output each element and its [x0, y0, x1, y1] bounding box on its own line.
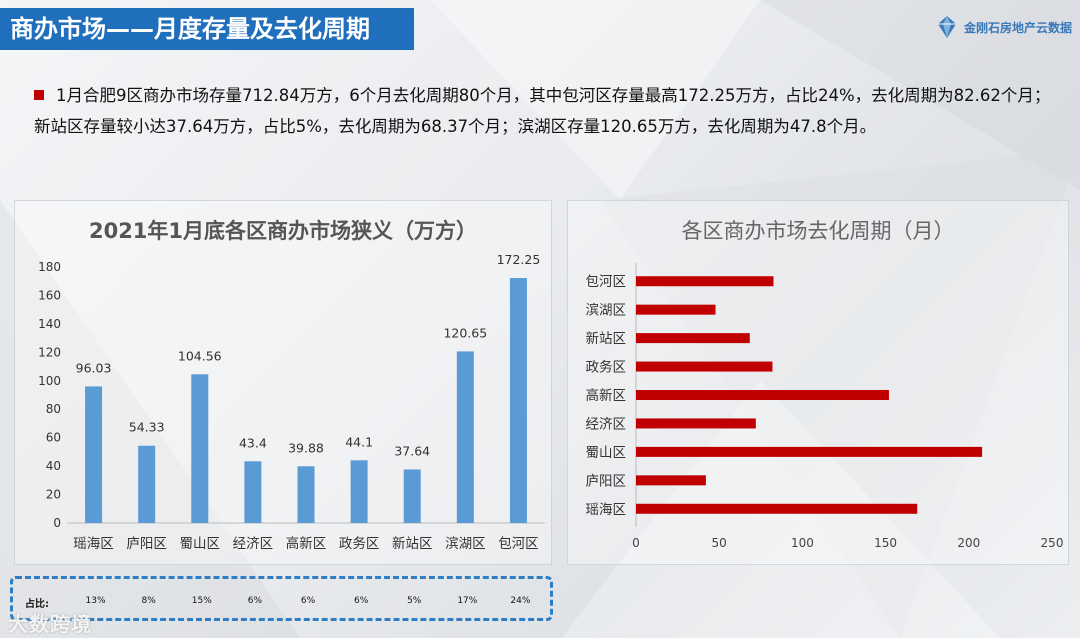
y-tick-label: 40: [46, 459, 61, 473]
logo-text: 金刚石房地产云数据: [963, 20, 1072, 35]
bar-value-label: 37.64: [394, 443, 430, 458]
bar: [297, 466, 315, 523]
hbar: [636, 304, 716, 315]
stock-chart-panel: 2021年1月底各区商办市场狭义（万方） 0 20 40 60 80 100 120 140 1…: [14, 200, 552, 565]
bar: [350, 460, 368, 523]
x-tick-label: 100: [791, 536, 814, 550]
bar: [244, 461, 262, 523]
percentage-value: 6%: [247, 596, 263, 606]
percentage-value: 24%: [510, 596, 531, 606]
bar: [85, 386, 103, 523]
x-tick-label: 新站区: [392, 536, 433, 552]
x-tick-label: 200: [957, 536, 980, 550]
y-tick-label: 滨湖区: [586, 303, 627, 319]
percentage-value: 17%: [457, 596, 478, 606]
percentage-value: 15%: [191, 596, 212, 606]
y-tick-label: 20: [46, 488, 61, 502]
cycle-chart-panel: 各区商办市场去化周期（月） 0 50 100 150 200 250 包河区滨湖区新站区政务…: [567, 200, 1069, 565]
percentage-value: 6%: [300, 596, 316, 606]
y-tick-label: 包河区: [586, 274, 627, 290]
bar: [509, 278, 527, 523]
x-tick-label: 庐阳区: [126, 536, 167, 552]
x-tick-label: 包河区: [498, 536, 539, 552]
percentage-value: 8%: [141, 596, 156, 606]
y-tick-label: 100: [38, 374, 61, 388]
watermark: 大数跨境: [8, 608, 92, 637]
x-tick-label: 蜀山区: [180, 536, 221, 552]
x-tick-label: 瑶海区: [73, 536, 114, 552]
y-tick-label: 瑶海区: [586, 502, 627, 518]
bar: [403, 469, 421, 523]
x-tick-label: 50: [712, 536, 727, 550]
bar-value-label: 44.1: [345, 434, 373, 449]
watermark-text: 大数跨境: [8, 612, 92, 636]
y-tick-label: 经济区: [586, 416, 627, 432]
x-tick-label: 150: [874, 536, 897, 550]
page-title: 商办市场——月度存量及去化周期: [0, 8, 414, 50]
percentage-value: 6%: [353, 596, 369, 606]
x-tick-label: 0: [632, 536, 640, 550]
bar-value-label: 96.03: [76, 360, 112, 375]
percentage-value: 5%: [407, 596, 422, 606]
y-tick-label: 新站区: [586, 331, 627, 347]
bar: [191, 374, 209, 523]
bullet-square-icon: [34, 90, 44, 100]
y-tick-label: 120: [38, 345, 61, 359]
y-tick-label: 0: [53, 516, 61, 530]
bar: [138, 445, 156, 523]
cycle-hbar-chart: 0 50 100 150 200 250 包河区滨湖区新站区政务区高新区经济区蜀山区庐阳区瑶…: [586, 263, 1064, 550]
bar-value-label: 43.4: [239, 435, 267, 450]
hbar: [636, 475, 706, 486]
y-tick-label: 180: [38, 260, 61, 274]
bar-value-label: 39.88: [288, 440, 324, 455]
percentage-row: 占比: 13% 8% 15% 6% 6% 6% 5% 17% 24%: [10, 576, 553, 621]
percentage-label: 占比:: [25, 599, 49, 610]
x-tick-label: 经济区: [233, 536, 274, 552]
hbar: [636, 503, 918, 514]
hbar: [636, 390, 889, 400]
y-tick-label: 160: [38, 288, 61, 302]
stock-bar-chart: 0 20 40 60 80 100 120 140 160 180 96.03 瑶海区 54.33 庐阳区…: [38, 252, 545, 552]
stock-chart-title: 2021年1月底各区商办市场狭义（万方）: [88, 219, 478, 243]
y-tick-label: 80: [46, 402, 61, 416]
x-tick-label: 高新区: [286, 535, 327, 552]
bar: [456, 351, 474, 523]
bar-value-label: 172.25: [497, 252, 541, 267]
x-tick-label: 250: [1041, 536, 1064, 550]
y-tick-label: 高新区: [586, 387, 627, 404]
hbar: [636, 418, 756, 429]
hbar: [636, 361, 773, 372]
hbar: [636, 446, 983, 457]
percentage-value: 13%: [85, 596, 106, 606]
cycle-chart-title: 各区商办市场去化周期（月）: [681, 219, 955, 243]
y-tick-label: 庐阳区: [586, 473, 627, 489]
bar-value-label: 120.65: [443, 325, 487, 340]
y-tick-label: 60: [46, 431, 61, 445]
brand-logo: 金刚石房地产云数据: [934, 14, 1072, 40]
summary-text: 1月合肥9区商办市场存量712.84万方，6个月去化周期80个月，其中包河区存量…: [34, 86, 1051, 136]
summary-paragraph: 1月合肥9区商办市场存量712.84万方，6个月去化周期80个月，其中包河区存量…: [34, 80, 1054, 142]
x-tick-label: 滨湖区: [445, 536, 486, 552]
hbar: [636, 276, 774, 287]
bar-value-label: 104.56: [178, 348, 222, 363]
y-tick-label: 蜀山区: [586, 445, 627, 461]
hbar: [636, 333, 750, 344]
diamond-logo-icon: [937, 16, 956, 38]
bar-value-label: 54.33: [129, 420, 165, 435]
y-tick-label: 140: [38, 317, 61, 331]
y-tick-label: 政务区: [586, 360, 627, 376]
x-tick-label: 政务区: [339, 536, 380, 552]
